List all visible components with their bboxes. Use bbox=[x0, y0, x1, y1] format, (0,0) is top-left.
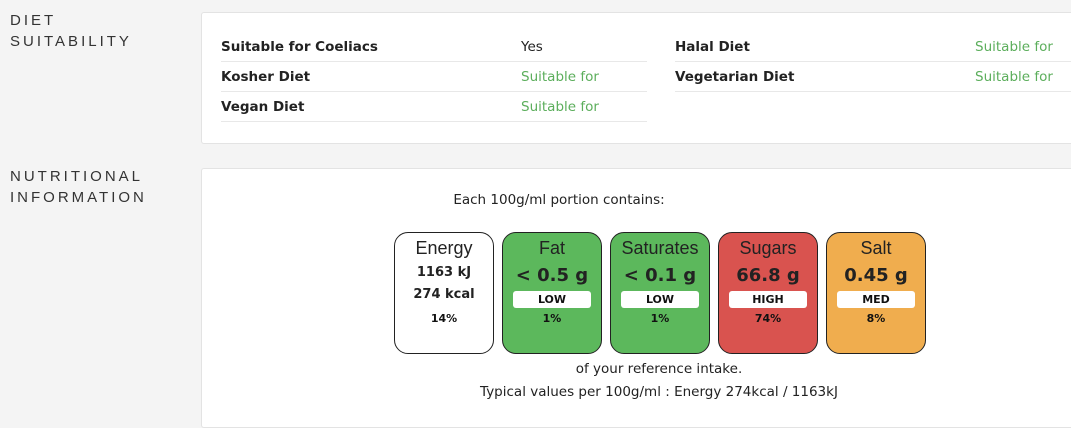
diet-name: Halal Diet bbox=[675, 39, 750, 55]
fat-value: < 0.5 g bbox=[515, 265, 589, 286]
diet-name: Vegan Diet bbox=[221, 99, 305, 115]
nutrition-heading-line1: NUTRITIONAL bbox=[10, 168, 144, 185]
saturates-percent: 1% bbox=[650, 312, 670, 325]
energy-kcal: 274 kcal bbox=[413, 287, 475, 302]
energy-box: Energy 1163 kJ 274 kcal 14% bbox=[394, 232, 494, 354]
diet-heading-line1: DIET bbox=[10, 12, 57, 29]
sugars-box: Sugars 66.8 g HIGH 74% bbox=[718, 232, 818, 354]
saturates-label: Saturates bbox=[621, 238, 699, 258]
diet-suitability-heading: DIET SUITABILITY bbox=[10, 10, 132, 52]
diet-name: Vegetarian Diet bbox=[675, 69, 795, 85]
sugars-value: 66.8 g bbox=[736, 265, 800, 286]
diet-row-vegetarian: Vegetarian Diet Suitable for bbox=[675, 62, 1071, 92]
diet-value: Suitable for bbox=[521, 69, 599, 85]
reference-intake-text: of your reference intake. bbox=[575, 361, 743, 377]
diet-row-kosher: Kosher Diet Suitable for bbox=[221, 62, 647, 92]
diet-value: Suitable for bbox=[975, 69, 1053, 85]
sugars-label: Sugars bbox=[739, 238, 797, 258]
fat-box: Fat < 0.5 g LOW 1% bbox=[502, 232, 602, 354]
sugars-level-badge: HIGH bbox=[729, 291, 807, 308]
salt-percent: 8% bbox=[866, 312, 886, 325]
saturates-box: Saturates < 0.1 g LOW 1% bbox=[610, 232, 710, 354]
diet-name: Suitable for Coeliacs bbox=[221, 39, 378, 55]
saturates-level-badge: LOW bbox=[621, 291, 699, 308]
fat-label: Fat bbox=[538, 238, 565, 258]
sugars-percent: 74% bbox=[754, 312, 782, 325]
diet-row-coeliacs: Suitable for Coeliacs Yes bbox=[221, 32, 647, 62]
energy-label: Energy bbox=[415, 238, 473, 258]
diet-row-halal: Halal Diet Suitable for bbox=[675, 32, 1071, 62]
diet-suitability-card: Suitable for Coeliacs Yes Kosher Diet Su… bbox=[201, 12, 1071, 144]
energy-kj: 1163 kJ bbox=[416, 265, 472, 280]
diet-heading-line2: SUITABILITY bbox=[10, 33, 132, 50]
diet-value: Suitable for bbox=[975, 39, 1053, 55]
saturates-value: < 0.1 g bbox=[623, 265, 697, 286]
fat-percent: 1% bbox=[542, 312, 562, 325]
typical-values-text: Typical values per 100g/ml : Energy 274k… bbox=[480, 384, 838, 400]
diet-value: Suitable for bbox=[521, 99, 599, 115]
salt-level-badge: MED bbox=[837, 291, 915, 308]
salt-value: 0.45 g bbox=[844, 265, 908, 286]
nutrition-heading-line2: INFORMATION bbox=[10, 189, 147, 206]
salt-box: Salt 0.45 g MED 8% bbox=[826, 232, 926, 354]
nutritional-information-heading: NUTRITIONAL INFORMATION bbox=[10, 166, 147, 208]
portion-text: Each 100g/ml portion contains: bbox=[453, 192, 665, 208]
diet-row-vegan: Vegan Diet Suitable for bbox=[221, 92, 647, 122]
diet-name: Kosher Diet bbox=[221, 69, 311, 85]
energy-percent: 14% bbox=[430, 312, 458, 325]
diet-value: Yes bbox=[521, 39, 543, 55]
fat-level-badge: LOW bbox=[513, 291, 591, 308]
salt-label: Salt bbox=[860, 238, 892, 258]
